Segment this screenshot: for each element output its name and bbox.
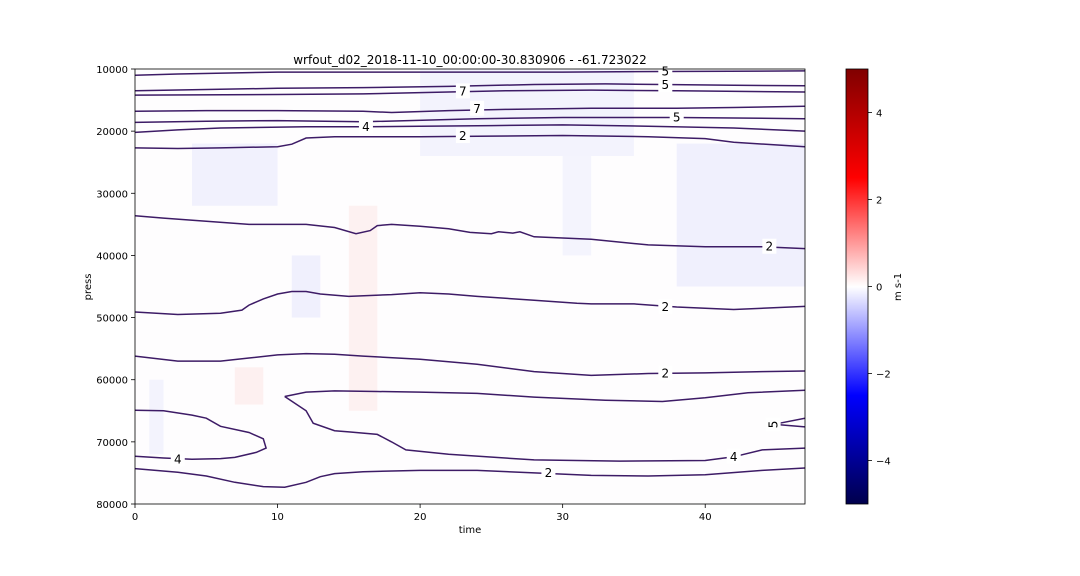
contour-label-text: 4	[730, 450, 738, 464]
contour-label: 4	[726, 448, 741, 464]
contour-label: 4	[170, 451, 185, 467]
colorbar: 4 2 0 −2 −4 m s-1	[845, 68, 904, 505]
colorbar-ticks: 4 2 0 −2 −4	[868, 109, 891, 468]
contour-label: 5	[765, 417, 781, 432]
heatmap-cell	[562, 156, 592, 256]
contour-line	[135, 134, 805, 150]
contour-label-text: 2	[545, 466, 553, 480]
colorbar-tick-label: 4	[876, 109, 882, 120]
contour-label: 5	[669, 109, 684, 125]
contour-line	[284, 395, 805, 462]
x-tick-label: 20	[414, 512, 427, 523]
contour-label: 2	[455, 128, 470, 144]
y-axis-label: press	[83, 274, 94, 301]
contour-label: 7	[455, 83, 470, 99]
contour-label-text: 2	[661, 300, 669, 314]
x-tick-label: 10	[271, 512, 284, 523]
y-tick-label: 30000	[96, 189, 128, 200]
contour-label: 7	[470, 100, 485, 116]
contour-label: 2	[658, 299, 673, 315]
colorbar-gradient	[845, 68, 869, 505]
contour-line	[135, 105, 805, 114]
contour-label-text: 4	[362, 120, 370, 134]
y-tick-label: 80000	[96, 500, 128, 511]
y-tick-label: 40000	[96, 251, 128, 262]
contour-line	[135, 467, 805, 488]
y-tick-label: 10000	[96, 65, 128, 76]
x-tick-label: 0	[132, 512, 138, 523]
contour-label-text: 5	[767, 421, 781, 429]
contour-line	[135, 409, 268, 461]
contour-line	[135, 116, 805, 124]
heatmap-cell	[676, 143, 805, 287]
y-tick-label: 70000	[96, 438, 128, 449]
contour-label: 2	[541, 464, 556, 480]
y-tick-label: 50000	[96, 314, 128, 325]
contour-line	[284, 389, 805, 403]
y-axis: 10000 20000 30000 40000 50000 60000 70000 80000	[96, 65, 135, 511]
colorbar-tick-label: −2	[876, 370, 891, 381]
contour-line	[135, 214, 805, 250]
x-tick-label: 40	[699, 512, 712, 523]
contour-lines	[135, 70, 805, 488]
contour-label-text: 5	[661, 78, 669, 92]
heatmap-cell	[149, 379, 164, 455]
contour-label-text: 2	[459, 129, 467, 143]
heatmap-cell	[348, 205, 378, 411]
heatmap-cell	[291, 255, 321, 318]
contour-label: 2	[762, 238, 777, 254]
y-tick-label: 20000	[96, 127, 128, 138]
contour-line	[135, 83, 805, 92]
contour-label: 4	[358, 118, 373, 134]
contour-label-text: 5	[673, 110, 681, 124]
contour-label: 5	[658, 77, 673, 93]
contour-label-text: 7	[473, 102, 481, 116]
contour-label-text: 2	[766, 240, 774, 254]
contour-label-text: 4	[174, 452, 182, 466]
colorbar-tick-label: −4	[876, 457, 891, 468]
x-tick-label: 30	[556, 512, 569, 523]
contour-label-text: 2	[661, 367, 669, 381]
colorbar-tick-label: 0	[876, 283, 882, 294]
heatmap-cells	[149, 69, 805, 455]
heatmap-cell	[420, 69, 634, 156]
contour-line	[776, 417, 805, 425]
colorbar-tick-label: 2	[876, 196, 882, 207]
contour-line	[135, 352, 805, 377]
contour-label-text: 7	[459, 84, 467, 98]
heatmap-cell	[192, 143, 278, 206]
contour-label: 2	[658, 365, 673, 381]
x-axis-label: time	[459, 525, 482, 536]
contour-line	[135, 290, 805, 316]
contour-label: 5	[658, 63, 673, 79]
contour-line	[776, 423, 805, 428]
plot-frame	[134, 68, 806, 505]
x-axis: 0 10 20 30 40	[132, 504, 712, 523]
chart-title: wrfout_d02_2018-11-10_00:00:00-30.830906…	[293, 53, 647, 67]
y-tick-label: 60000	[96, 376, 128, 387]
colorbar-label: m s-1	[893, 273, 904, 301]
contour-label-text: 5	[661, 64, 669, 78]
heatmap-cell	[234, 367, 264, 405]
contour-line	[135, 124, 805, 134]
